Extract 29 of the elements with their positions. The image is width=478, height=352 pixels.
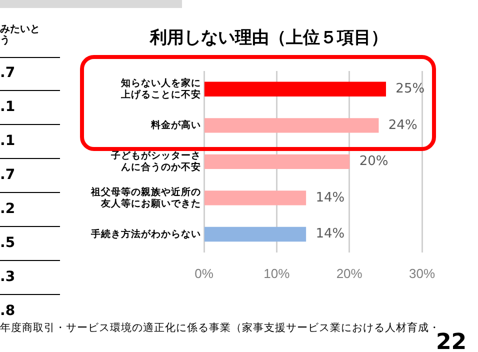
text: みたいとう	[0, 24, 41, 46]
bar	[204, 226, 306, 242]
text: .5	[0, 235, 16, 251]
x-tick-label: 30%	[408, 266, 436, 281]
text: .8	[0, 303, 16, 319]
bar	[204, 190, 306, 206]
text: .7	[0, 65, 16, 81]
text: .2	[0, 201, 16, 217]
x-tick-label: 0%	[194, 266, 214, 281]
text: .1	[0, 99, 16, 115]
bar	[204, 118, 379, 133]
bar	[204, 82, 386, 96]
y-tick-label: 手続き方法がわからない	[90, 228, 201, 240]
y-tick-label: 料金が高い	[150, 119, 201, 132]
x-tick-label: 20%	[336, 266, 363, 281]
chart-title: 利用しない理由（上位５項目）	[148, 27, 389, 49]
data-label: 14%	[316, 226, 345, 242]
text: .7	[0, 167, 16, 183]
data-label: 24%	[388, 118, 418, 133]
data-label: 20%	[359, 154, 388, 170]
y-tick-label: 知らない人を家に上げることに不安	[120, 77, 201, 100]
text: .3	[0, 269, 16, 285]
data-label: 25%	[396, 82, 425, 97]
y-tick-label: 子どもがシッターさんに合うのか不安	[110, 150, 201, 174]
y-tick-label: 祖父母等の親族や近所の友人等にお願いできた	[90, 186, 201, 210]
bar	[204, 154, 350, 170]
x-tick-label: 10%	[264, 266, 290, 281]
data-label: 14%	[316, 190, 345, 206]
text: .1	[0, 133, 16, 149]
